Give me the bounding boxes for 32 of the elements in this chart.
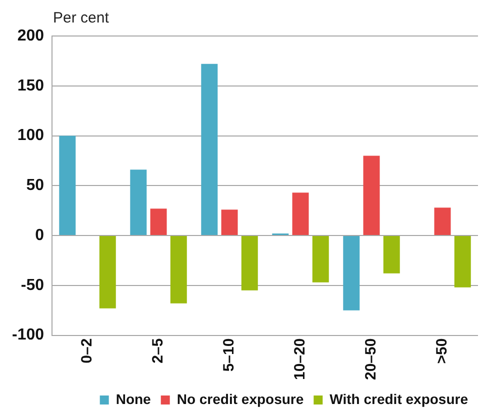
y-tick-label: -50 [20,276,44,294]
y-tick-label: 150 [17,77,44,94]
bar [454,236,471,288]
y-tick-label: 200 [17,27,44,44]
bar [312,236,329,282]
y-tick-label: 100 [17,127,44,144]
bar [343,236,360,310]
x-tick-label: 0–2 [78,338,96,364]
bar [241,236,258,290]
legend-label: No credit exposure [176,390,304,407]
bar [383,236,400,274]
bar [99,236,116,308]
bar [201,64,218,236]
bar [130,170,147,236]
bar [221,210,238,236]
x-tick-label: 20–50 [362,338,380,380]
x-tick-label: 5–10 [220,338,238,372]
legend-label: None [116,390,152,407]
bar [363,156,380,236]
bar [434,208,451,236]
y-axis-title: Per cent [53,10,110,27]
y-tick-label: 0 [35,226,44,244]
y-tick-label: 50 [26,177,44,194]
bar [170,236,187,304]
x-tick-label: 10–20 [292,338,309,380]
x-tick-label: >50 [434,338,451,364]
bar [59,136,76,236]
x-tick-label: 2–5 [150,338,167,364]
legend-label: With credit exposure [330,390,468,407]
y-tick-label: -100 [12,326,44,344]
bar [150,208,167,236]
bar [292,192,309,236]
